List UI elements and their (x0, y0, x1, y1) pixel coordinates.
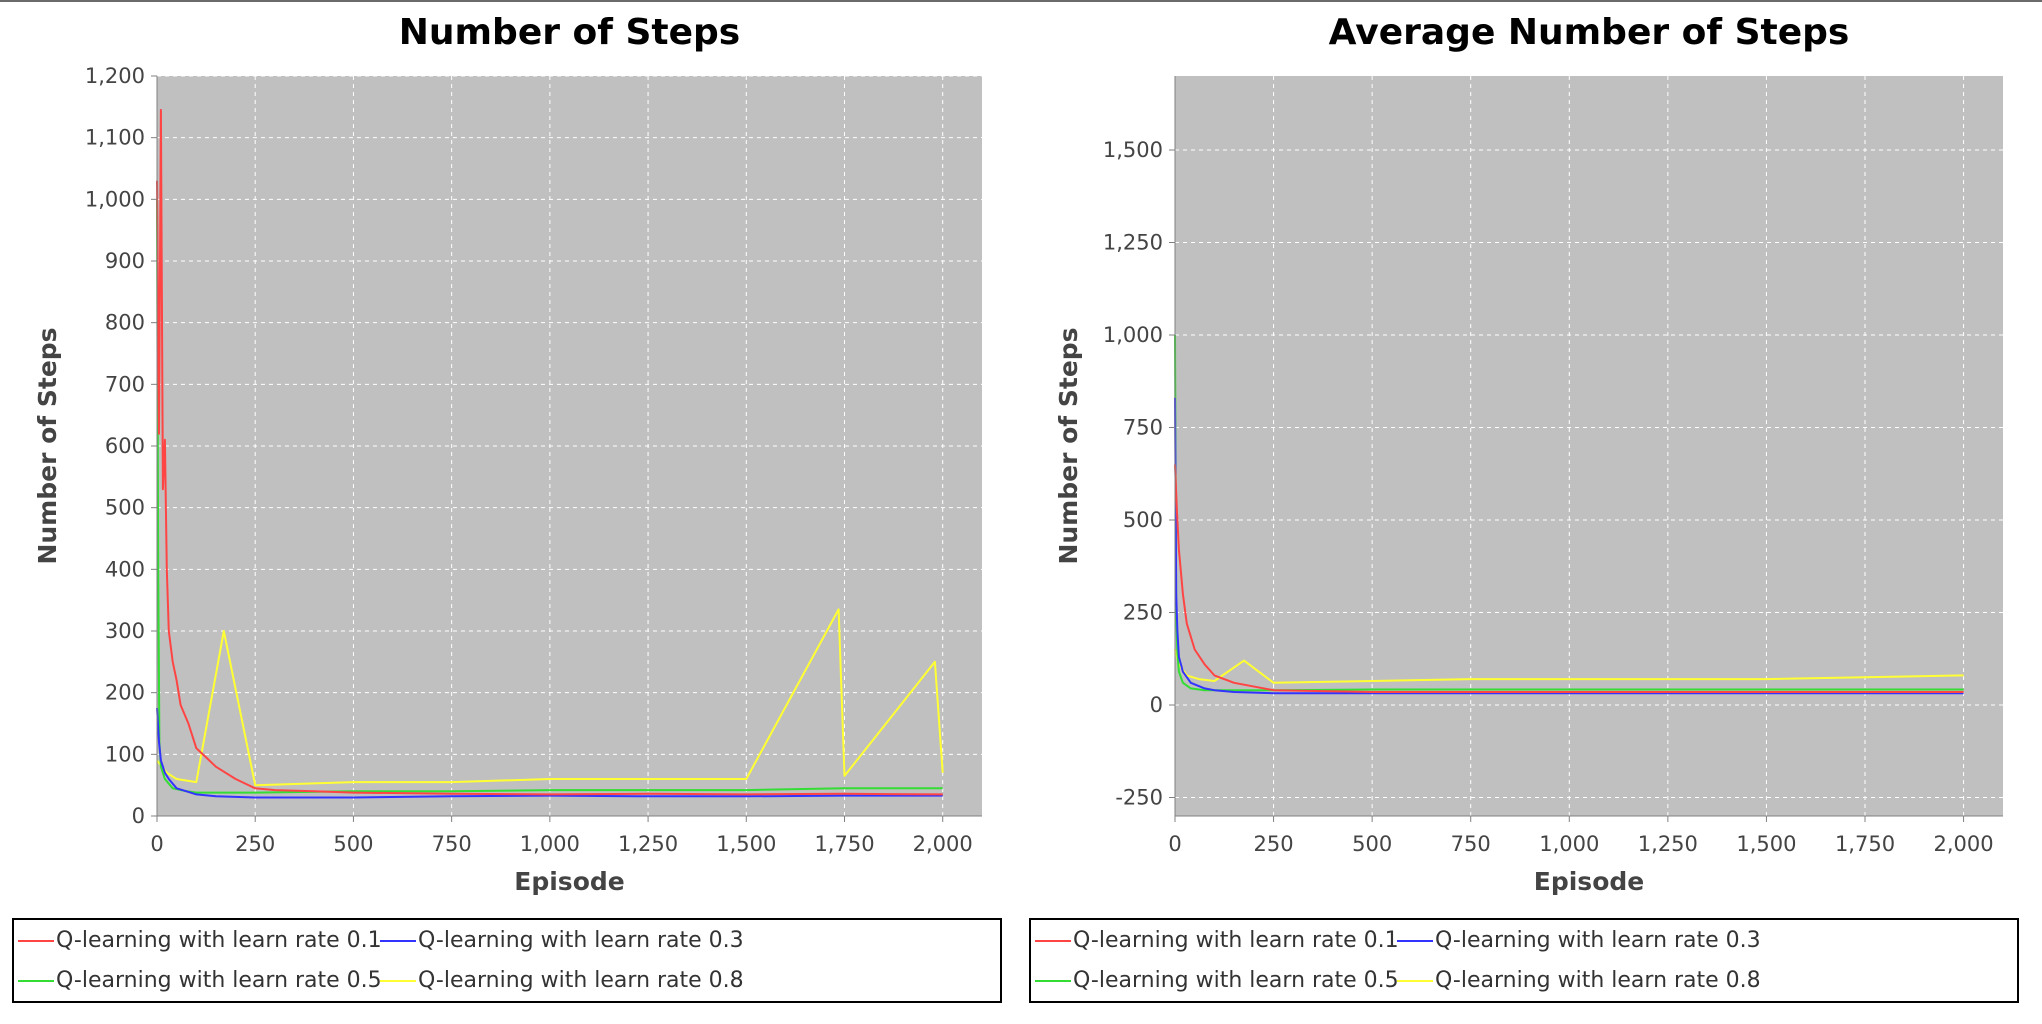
y-tick-label: 500 (105, 496, 145, 520)
legend-label: Q-learning with learn rate 0.3 (1435, 928, 1761, 953)
steps-chart-legend: Q-learning with learn rate 0.1 Q-learning… (12, 918, 1002, 1003)
legend-item: Q-learning with learn rate 0.1 (18, 928, 382, 953)
y-tick-label: 800 (105, 311, 145, 335)
average-steps-chart-legend: Q-learning with learn rate 0.1 Q-learning… (1029, 918, 2019, 1003)
y-tick-label: 250 (1123, 601, 1163, 625)
legend-swatch (18, 939, 54, 942)
plot-area (1175, 76, 2003, 816)
top-border (0, 0, 2042, 2)
y-tick-label: 1,000 (85, 187, 145, 211)
x-tick-label: 1,250 (618, 832, 678, 856)
y-tick-label: 0 (1150, 693, 1163, 717)
y-tick-label: 100 (105, 742, 145, 766)
x-tick-label: 250 (235, 832, 275, 856)
x-axis-label: Episode (514, 867, 624, 896)
y-tick-label: -250 (1115, 786, 1163, 810)
legend-swatch (1035, 979, 1071, 982)
series-line-1 (1174, 464, 1964, 693)
x-tick-label: 1,750 (814, 832, 874, 856)
y-tick-label: 500 (1123, 508, 1163, 532)
series-line-2 (1174, 397, 1964, 695)
y-tick-label: 1,100 (85, 126, 145, 150)
legend-label: Q-learning with learn rate 0.5 (56, 968, 382, 993)
chart-panel-steps: Number of Steps 0 250 500 750 1,000 1,250 1,500… (12, 12, 1002, 1003)
x-tick-label: 500 (333, 832, 373, 856)
legend-item: Q-learning with learn rate 0.5 (18, 968, 382, 993)
x-tick-label: 250 (1254, 832, 1294, 856)
x-tick-label: 1,000 (1539, 832, 1599, 856)
legend-item: Q-learning with learn rate 0.8 (1397, 968, 1761, 993)
legend-label: Q-learning with learn rate 0.8 (1435, 968, 1761, 993)
legend-swatch (1397, 939, 1433, 942)
y-tick-label: 400 (105, 557, 145, 581)
y-tick-label: 900 (105, 249, 145, 273)
x-tick-label: 1,000 (520, 832, 580, 856)
legend-label: Q-learning with learn rate 0.5 (1073, 968, 1399, 993)
y-tick-label: 1,200 (85, 64, 145, 88)
series-line-2 (156, 708, 943, 799)
x-axis-label: Episode (1534, 867, 1644, 896)
legend-item: Q-learning with learn rate 0.3 (1397, 928, 1761, 953)
legend-item: Q-learning with learn rate 0.5 (1035, 968, 1399, 993)
series-line-4 (156, 608, 944, 787)
legend-label: Q-learning with learn rate 0.1 (56, 928, 382, 953)
x-tick-label: 2,000 (913, 832, 973, 856)
series-line-3 (1174, 334, 1964, 692)
legend-item: Q-learning with learn rate 0.1 (1035, 928, 1399, 953)
y-axis-label: Number of Steps (1054, 327, 1083, 564)
average-steps-chart: Average Number of Steps 0 250 500 750 1,000 1,… (1054, 12, 2003, 896)
legend-label: Q-learning with learn rate 0.1 (1073, 928, 1399, 953)
y-tick-label: 600 (105, 434, 145, 458)
series-line-4 (1174, 649, 1964, 684)
x-tick-label: 750 (1451, 832, 1491, 856)
chart-panel-average-steps: Average Number of Steps 0 250 500 750 1,000 1,… (1021, 0, 2042, 1024)
y-tick-label: 1,500 (1103, 138, 1163, 162)
legend-swatch (1397, 979, 1433, 982)
series-line-1 (156, 108, 943, 796)
y-tick-label: 200 (105, 681, 145, 705)
legend-label: Q-learning with learn rate 0.8 (418, 968, 744, 993)
y-tick-label: 750 (1123, 416, 1163, 440)
y-tick-label: 300 (105, 619, 145, 643)
x-tick-label: 2,000 (1934, 832, 1994, 856)
y-tick-label: 1,250 (1103, 231, 1163, 255)
y-axis-label: Number of Steps (33, 327, 62, 564)
y-tick-label: 0 (132, 804, 145, 828)
chart-title: Number of Steps (399, 12, 740, 53)
x-tick-label: 1,500 (716, 832, 776, 856)
y-tick-label: 1,000 (1103, 323, 1163, 347)
chart-title: Average Number of Steps (1329, 12, 1850, 53)
x-tick-label: 1,500 (1736, 832, 1796, 856)
legend-item: Q-learning with learn rate 0.8 (380, 968, 744, 993)
legend-label: Q-learning with learn rate 0.3 (418, 928, 744, 953)
x-tick-label: 0 (1168, 832, 1181, 856)
x-tick-label: 500 (1352, 832, 1392, 856)
legend-swatch (380, 939, 416, 942)
x-tick-label: 750 (432, 832, 472, 856)
legend-swatch (18, 979, 54, 982)
steps-chart: Number of Steps 0 250 500 750 1,000 1,250 1,500… (33, 12, 982, 896)
x-tick-label: 0 (150, 832, 163, 856)
y-tick-label: 700 (105, 372, 145, 396)
x-tick-label: 1,250 (1638, 832, 1698, 856)
legend-swatch (380, 979, 416, 982)
x-tick-label: 1,750 (1835, 832, 1895, 856)
legend-item: Q-learning with learn rate 0.3 (380, 928, 744, 953)
legend-swatch (1035, 939, 1071, 942)
